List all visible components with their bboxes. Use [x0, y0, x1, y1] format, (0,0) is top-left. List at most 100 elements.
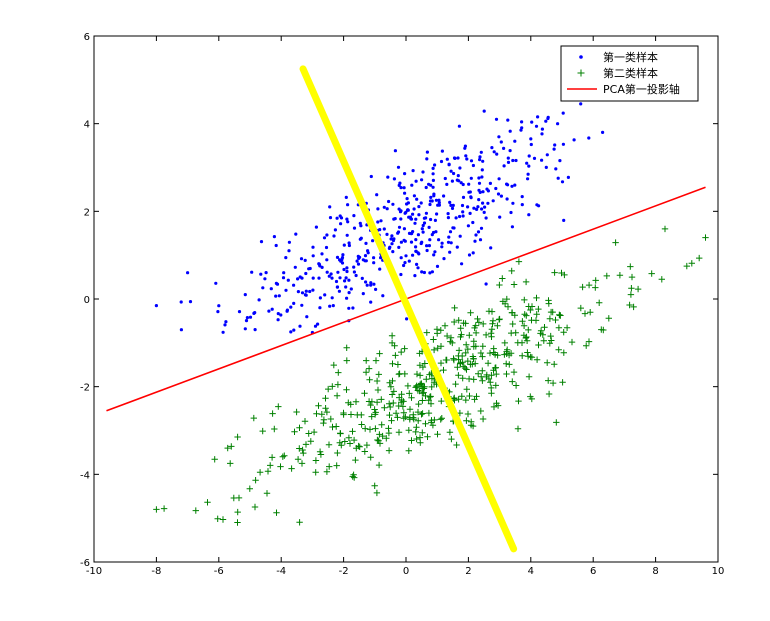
series-1-point	[437, 198, 441, 202]
series-2-point	[381, 404, 388, 411]
series-1-point	[535, 203, 539, 207]
series-1-point	[292, 283, 296, 287]
series-2-point	[406, 390, 413, 397]
series-1-point	[480, 175, 484, 179]
series-1-point	[363, 254, 368, 258]
series-1-point	[403, 172, 407, 176]
series-1-point	[296, 277, 300, 281]
series-1-point	[346, 203, 350, 207]
series-2-point	[277, 463, 284, 470]
series-2-point	[450, 395, 457, 402]
series-2-point	[372, 409, 379, 416]
series-1-point	[455, 245, 459, 249]
series-2-point	[415, 417, 422, 424]
series-1-point	[431, 178, 435, 182]
series-1-point	[410, 183, 414, 187]
series-2-point	[368, 398, 376, 405]
series-1-point	[376, 207, 380, 211]
series-2-point	[493, 400, 500, 407]
series-1-point	[420, 270, 424, 274]
series-1-point	[304, 293, 308, 297]
series-2-point	[398, 391, 405, 398]
series-1-point	[431, 230, 436, 235]
series-2-point	[390, 399, 397, 407]
series-2-point	[577, 304, 584, 312]
series-2-point	[234, 433, 241, 441]
x-tick-label: -4	[276, 566, 286, 577]
y-tick-label: 0	[84, 295, 90, 306]
series-2-point	[464, 410, 472, 418]
series-1-point	[459, 181, 463, 185]
series-1-point	[428, 271, 432, 275]
series-2-point	[484, 360, 492, 367]
series-1-point	[407, 259, 411, 263]
series-1-point	[300, 276, 304, 280]
series-2-point	[592, 277, 599, 284]
series-1-point	[345, 233, 349, 237]
series-1-point	[499, 194, 503, 198]
series-1-point	[224, 320, 228, 324]
series-1-point	[505, 182, 509, 186]
series-2-point	[555, 346, 562, 353]
series-2-point	[540, 337, 547, 344]
series-1-point	[452, 226, 456, 230]
series-2-point	[457, 359, 464, 367]
series-1-point	[214, 281, 218, 285]
series-1-point	[510, 225, 514, 229]
series-2-point	[366, 426, 374, 433]
series-2-point	[412, 384, 419, 391]
series-2-point	[521, 311, 528, 318]
series-1-point	[361, 292, 365, 296]
series-2-point	[375, 461, 383, 469]
series-2-point	[470, 376, 477, 383]
series-2-point	[414, 408, 422, 416]
series-1-point	[456, 156, 460, 160]
series-1-point	[346, 220, 350, 224]
series-1-point	[361, 258, 365, 262]
series-1-point	[471, 220, 475, 225]
series-1-point	[390, 234, 394, 238]
series-1-point	[355, 259, 359, 263]
series-1-point	[416, 233, 420, 237]
series-2-point	[509, 320, 516, 328]
series-2-point	[546, 340, 553, 347]
series-1-point	[303, 258, 307, 262]
series-2-point	[302, 441, 310, 448]
series-1-point	[410, 231, 414, 236]
series-2-point	[300, 449, 307, 457]
series-2-point	[459, 352, 466, 360]
series-1-point	[527, 164, 531, 168]
series-1-point	[325, 270, 329, 274]
series-1-point	[300, 291, 305, 295]
series-2-point	[455, 347, 463, 354]
series-1-point	[414, 245, 418, 249]
series-2-point	[413, 370, 421, 378]
series-1-point	[477, 181, 482, 185]
series-2-point	[386, 400, 393, 407]
series-2-point	[413, 435, 420, 443]
series-1-point	[237, 310, 242, 314]
series-2-point	[560, 329, 567, 336]
series-1-point	[483, 205, 487, 209]
series-2-point	[600, 326, 607, 334]
series-2-point	[437, 359, 445, 367]
series-1-point	[366, 251, 370, 255]
series-2-point	[451, 304, 458, 312]
series-1-point	[457, 124, 461, 128]
series-1-point	[264, 271, 268, 275]
series-2-point	[337, 430, 344, 437]
series-1-point	[356, 262, 361, 266]
series-2-point	[250, 414, 257, 422]
series-1-point	[497, 177, 501, 181]
series-2-point	[325, 385, 332, 393]
series-1-point	[399, 217, 403, 221]
series-1-point	[347, 306, 351, 310]
series-1-point	[498, 215, 502, 219]
series-2-point	[416, 350, 423, 357]
series-1-point	[369, 300, 373, 304]
series-1-point	[342, 267, 346, 272]
series-2-point	[234, 508, 241, 516]
series-1-point	[527, 213, 531, 217]
series-1-point	[457, 179, 461, 183]
series-2-point	[395, 371, 403, 378]
